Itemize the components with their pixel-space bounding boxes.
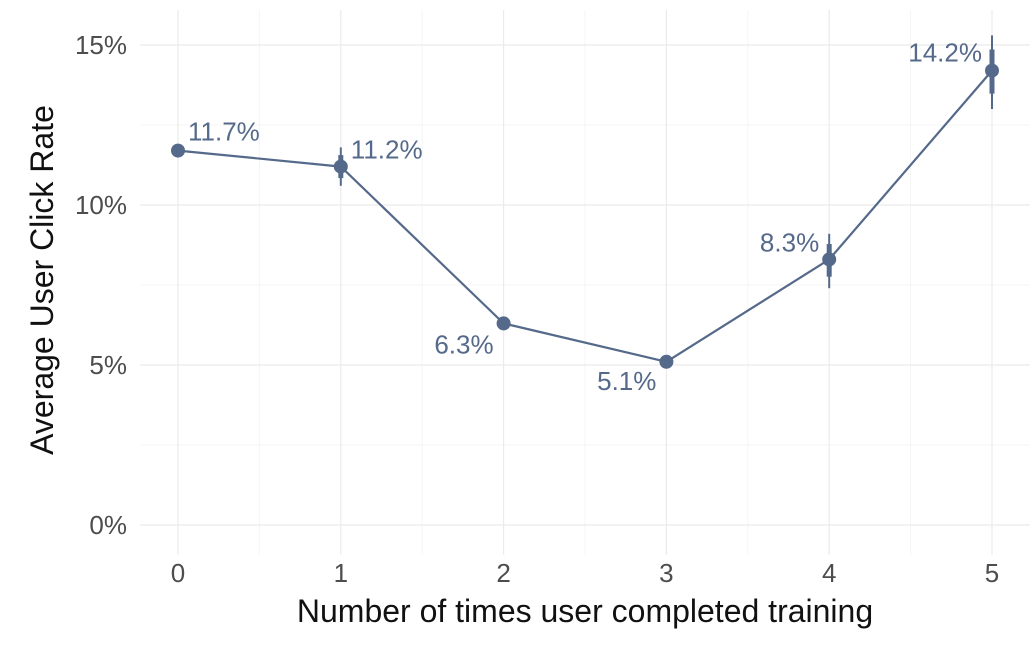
y-axis-tick-labels: 0% 5% 10% 15% (75, 30, 127, 540)
data-label: 6.3% (434, 329, 493, 359)
x-tick-label: 1 (334, 558, 348, 588)
y-tick-label: 0% (89, 510, 127, 540)
data-label: 8.3% (760, 227, 819, 257)
data-label: 14.2% (908, 38, 982, 68)
data-label: 11.2% (351, 135, 423, 165)
data-point (333, 159, 348, 174)
x-axis-tick-labels: 0 1 2 3 4 5 (171, 558, 999, 588)
data-point (496, 316, 511, 331)
data-point (659, 354, 674, 369)
data-label: 11.7% (188, 117, 260, 147)
x-tick-label: 2 (496, 558, 510, 588)
data-point (985, 63, 999, 78)
x-tick-label: 4 (822, 558, 836, 588)
data-label: 5.1% (597, 366, 656, 396)
data-point (171, 143, 185, 158)
data-points (171, 63, 999, 369)
y-tick-label: 10% (75, 190, 127, 220)
y-tick-label: 15% (75, 30, 127, 60)
x-tick-label: 5 (985, 558, 999, 588)
data-labels: 11.7% 11.2% 6.3% 5.1% 8.3% 14.2% (188, 38, 982, 396)
x-tick-label: 0 (171, 558, 185, 588)
grid-lines (140, 10, 1030, 555)
x-axis-title: Number of times user completed training (297, 593, 873, 629)
data-point (822, 252, 837, 267)
series-line (177, 69, 993, 363)
x-tick-label: 3 (659, 558, 673, 588)
y-axis-title: Average User Click Rate (24, 105, 60, 455)
y-tick-label: 5% (89, 350, 127, 380)
